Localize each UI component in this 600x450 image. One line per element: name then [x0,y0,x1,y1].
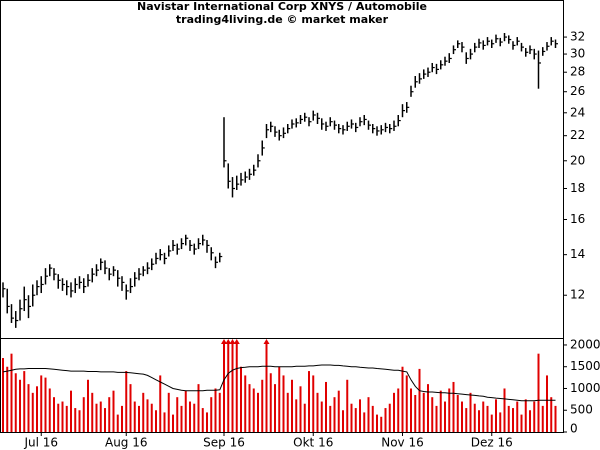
y-tick-label: 30 [570,47,585,61]
clip-arrow [233,339,240,344]
clip-arrow [229,339,236,344]
y-tick-label: 24 [570,105,585,119]
x-tick-label: Aug 16 [105,436,148,450]
y-tick-label: 2000 [570,337,600,351]
y-tick-label: 1500 [570,359,600,373]
y-tick-label: 22 [570,128,585,142]
clip-arrow [225,339,232,344]
y-tick-label: 28 [570,65,585,79]
volume-panel [0,338,564,433]
y-tick-label: 16 [570,212,585,226]
y-tick-label: 26 [570,84,585,98]
clip-arrow [263,339,270,344]
y-tick-label: 1000 [570,381,600,395]
x-tick-label: Jul 16 [23,436,58,450]
x-tick-label: Dez 16 [471,436,513,450]
y-tick-label: 500 [570,403,593,417]
chart-subtitle: trading4living.de © market maker [176,13,389,26]
x-tick-label: Okt 16 [293,436,333,450]
x-tick-label: Sep 16 [203,436,245,450]
volume-average [2,364,556,402]
y-tick-label: 18 [570,181,585,195]
y-tick-label: 32 [570,30,585,44]
x-tick-label: Nov 16 [381,436,424,450]
y-tick-label: 14 [570,247,585,261]
price-panel [0,0,564,339]
y-tick-label: 20 [570,153,585,167]
y-tick-label: 12 [570,288,585,302]
y-tick-label: 0 [570,422,578,436]
chart-title: Navistar International Corp XNYS / Autom… [137,0,427,13]
clip-arrow [221,339,227,344]
